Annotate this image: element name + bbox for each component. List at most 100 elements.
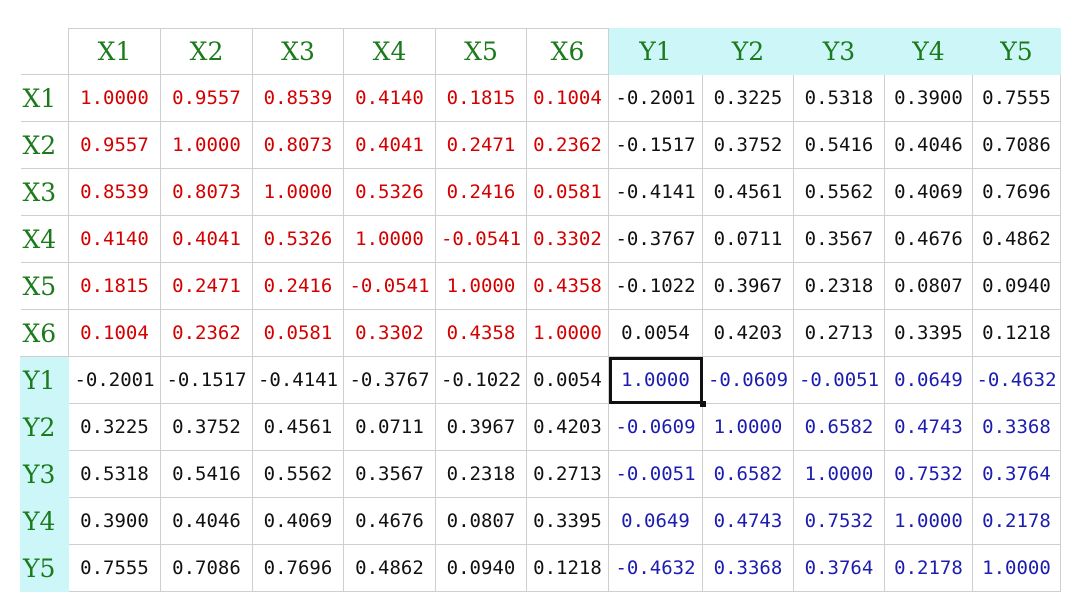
table-cell[interactable]: -0.4632: [972, 356, 1061, 404]
table-cell[interactable]: 1.0000: [160, 121, 253, 169]
table-cell[interactable]: 0.3368: [972, 403, 1061, 451]
table-cell[interactable]: 0.2318: [435, 450, 527, 498]
table-cell[interactable]: -0.0541: [343, 262, 436, 310]
table-cell[interactable]: -0.1022: [608, 262, 703, 310]
table-cell[interactable]: 0.4862: [343, 544, 436, 592]
table-cell[interactable]: 0.7555: [972, 74, 1061, 122]
column-header-y2[interactable]: Y2: [702, 28, 794, 75]
table-cell[interactable]: -0.0051: [793, 356, 885, 404]
table-cell[interactable]: -0.0609: [608, 403, 703, 451]
table-cell[interactable]: 0.3302: [343, 309, 436, 357]
table-cell[interactable]: 0.5562: [252, 450, 344, 498]
table-cell[interactable]: 0.0711: [702, 215, 794, 263]
table-cell[interactable]: -0.3767: [608, 215, 703, 263]
table-cell[interactable]: 0.7555: [68, 544, 161, 592]
column-header-x2[interactable]: X2: [160, 28, 253, 75]
table-cell[interactable]: 0.3752: [702, 121, 794, 169]
table-cell[interactable]: 0.7086: [972, 121, 1061, 169]
table-cell[interactable]: -0.3767: [343, 356, 436, 404]
row-header-x5[interactable]: X5: [20, 262, 69, 310]
table-cell[interactable]: 0.2713: [526, 450, 609, 498]
table-cell[interactable]: 0.8539: [68, 168, 161, 216]
table-cell[interactable]: 0.0054: [526, 356, 609, 404]
table-cell[interactable]: -0.2001: [68, 356, 161, 404]
table-cell[interactable]: 0.8073: [252, 121, 344, 169]
table-cell[interactable]: 0.4743: [884, 403, 973, 451]
row-header-x3[interactable]: X3: [20, 168, 69, 216]
column-header-x5[interactable]: X5: [435, 28, 527, 75]
table-cell[interactable]: 1.0000: [435, 262, 527, 310]
table-cell[interactable]: 0.4358: [435, 309, 527, 357]
table-cell[interactable]: 0.2362: [160, 309, 253, 357]
table-cell[interactable]: -0.0609: [702, 356, 794, 404]
table-cell[interactable]: -0.4141: [608, 168, 703, 216]
table-cell[interactable]: 0.0807: [435, 497, 527, 545]
table-cell[interactable]: 0.3900: [884, 74, 973, 122]
table-cell[interactable]: 0.4676: [884, 215, 973, 263]
column-header-x4[interactable]: X4: [343, 28, 436, 75]
table-cell[interactable]: 0.0054: [608, 309, 703, 357]
table-cell[interactable]: 0.1815: [68, 262, 161, 310]
table-cell[interactable]: 1.0000: [972, 544, 1061, 592]
table-cell[interactable]: 0.5562: [793, 168, 885, 216]
table-cell[interactable]: 0.4046: [884, 121, 973, 169]
table-cell[interactable]: 0.5326: [252, 215, 344, 263]
column-header-y3[interactable]: Y3: [793, 28, 885, 75]
table-cell[interactable]: 0.4041: [160, 215, 253, 263]
table-cell[interactable]: 0.4561: [252, 403, 344, 451]
table-cell[interactable]: 0.7532: [793, 497, 885, 545]
table-cell[interactable]: 0.4676: [343, 497, 436, 545]
row-header-x6[interactable]: X6: [20, 309, 69, 357]
table-cell[interactable]: 0.3764: [793, 544, 885, 592]
table-cell[interactable]: 0.3395: [884, 309, 973, 357]
table-cell[interactable]: 0.9557: [160, 74, 253, 122]
table-cell[interactable]: 0.9557: [68, 121, 161, 169]
table-cell[interactable]: 0.5326: [343, 168, 436, 216]
table-cell[interactable]: 0.3368: [702, 544, 794, 592]
table-cell[interactable]: 0.2416: [252, 262, 344, 310]
table-cell[interactable]: 1.0000: [526, 309, 609, 357]
table-cell[interactable]: 0.3567: [793, 215, 885, 263]
table-cell[interactable]: 0.4203: [526, 403, 609, 451]
table-cell[interactable]: 0.3225: [702, 74, 794, 122]
table-cell[interactable]: 0.3395: [526, 497, 609, 545]
table-cell[interactable]: -0.0541: [435, 215, 527, 263]
table-cell[interactable]: 0.0940: [972, 262, 1061, 310]
table-cell[interactable]: 0.6582: [793, 403, 885, 451]
table-cell[interactable]: 0.0940: [435, 544, 527, 592]
table-cell[interactable]: 0.4140: [68, 215, 161, 263]
table-cell[interactable]: 1.0000: [884, 497, 973, 545]
row-header-x1[interactable]: X1: [20, 74, 69, 122]
table-cell[interactable]: -0.4141: [252, 356, 344, 404]
table-cell[interactable]: 0.3900: [68, 497, 161, 545]
table-cell[interactable]: 0.2471: [435, 121, 527, 169]
fill-handle[interactable]: [700, 401, 706, 407]
table-cell[interactable]: 0.0711: [343, 403, 436, 451]
table-cell[interactable]: 0.2318: [793, 262, 885, 310]
table-cell[interactable]: -0.1022: [435, 356, 527, 404]
table-cell[interactable]: 0.1218: [526, 544, 609, 592]
table-cell[interactable]: 0.1004: [68, 309, 161, 357]
row-header-y3[interactable]: Y3: [20, 450, 69, 498]
table-cell[interactable]: 0.5416: [793, 121, 885, 169]
table-cell[interactable]: 0.2178: [884, 544, 973, 592]
column-header-x3[interactable]: X3: [252, 28, 344, 75]
table-cell[interactable]: 0.3967: [702, 262, 794, 310]
column-header-x1[interactable]: X1: [68, 28, 161, 75]
table-cell[interactable]: 0.2713: [793, 309, 885, 357]
table-cell[interactable]: 1.0000: [702, 403, 794, 451]
table-cell[interactable]: 0.0807: [884, 262, 973, 310]
table-cell[interactable]: 0.3752: [160, 403, 253, 451]
table-cell[interactable]: 0.2362: [526, 121, 609, 169]
table-cell[interactable]: 0.7532: [884, 450, 973, 498]
table-cell[interactable]: 0.7696: [252, 544, 344, 592]
column-header-y4[interactable]: Y4: [884, 28, 973, 75]
table-cell[interactable]: 0.3302: [526, 215, 609, 263]
row-header-y4[interactable]: Y4: [20, 497, 69, 545]
table-cell[interactable]: 0.5318: [68, 450, 161, 498]
table-cell[interactable]: 0.2178: [972, 497, 1061, 545]
table-cell[interactable]: -0.1517: [608, 121, 703, 169]
table-cell[interactable]: 0.4561: [702, 168, 794, 216]
table-cell[interactable]: 0.4041: [343, 121, 436, 169]
table-cell[interactable]: -0.1517: [160, 356, 253, 404]
